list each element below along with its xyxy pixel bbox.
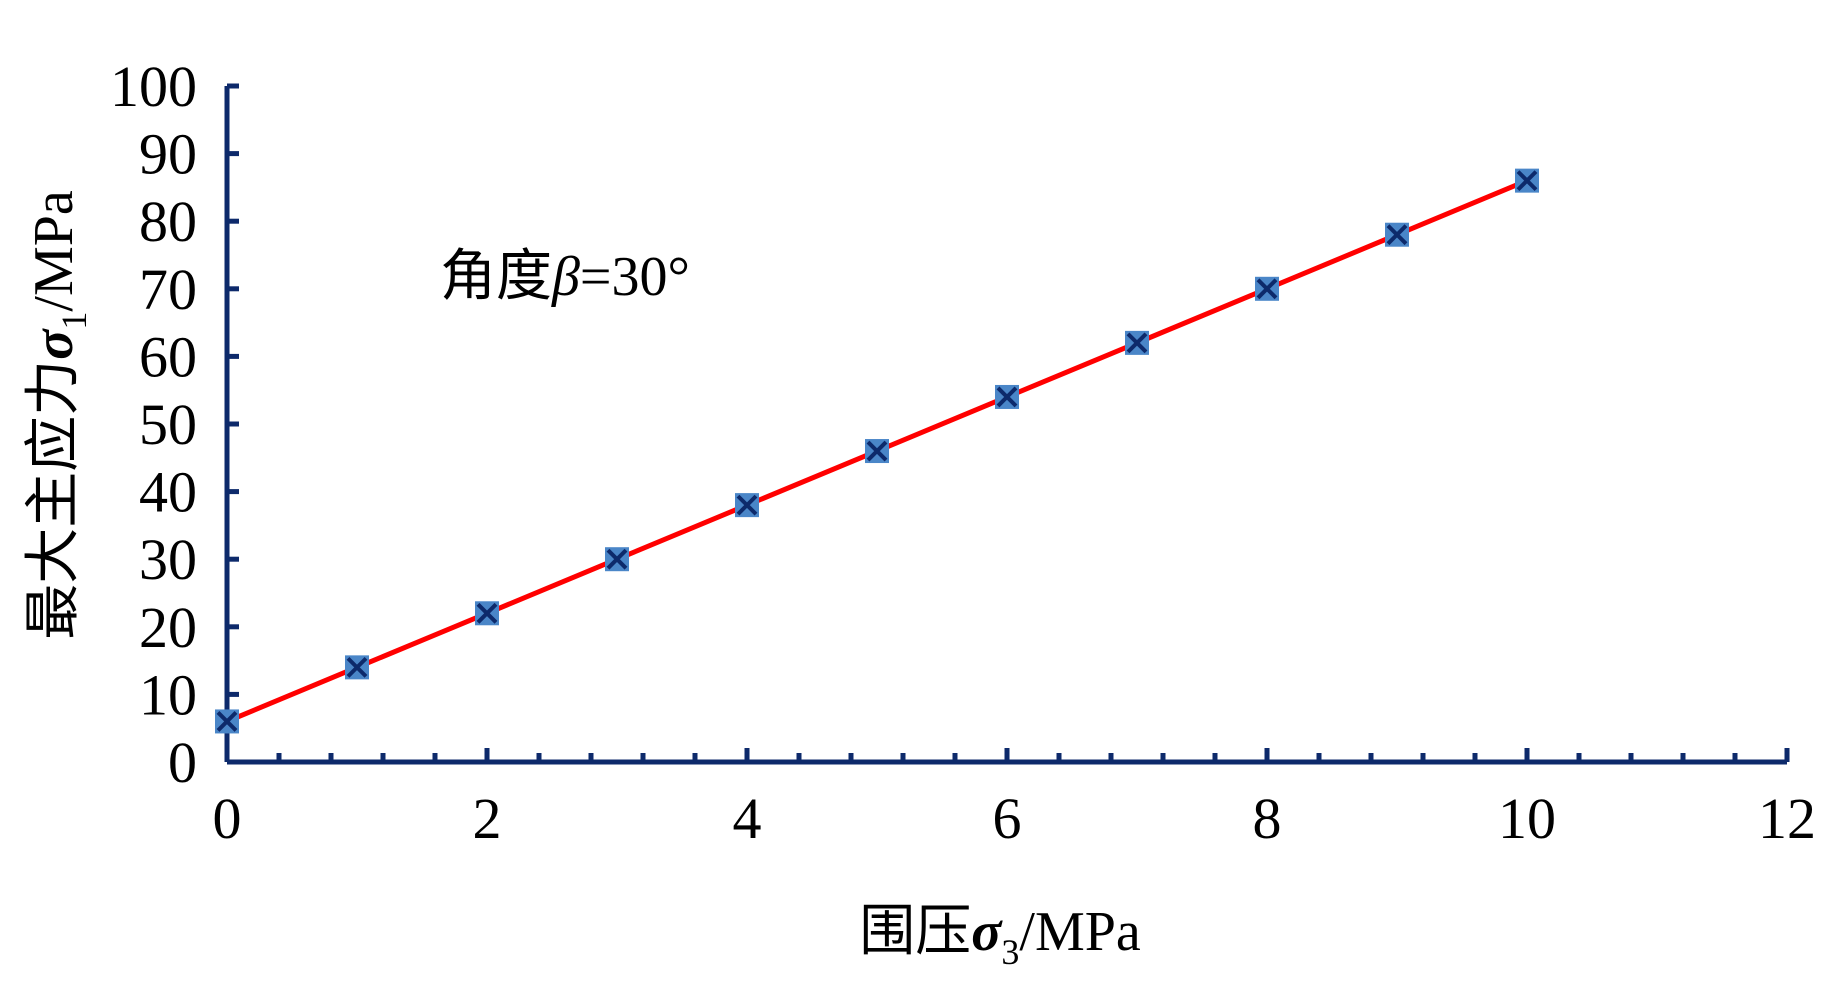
plot-area: [215, 168, 1539, 734]
marker-x: [736, 494, 758, 516]
y-axis-label: 最大主应力σ1/MPa: [23, 190, 94, 640]
marker-x: [866, 440, 888, 462]
y-tick-label: 80: [139, 189, 197, 254]
marker-x: [1516, 170, 1538, 192]
marker-x: [1126, 332, 1148, 354]
y-tick-label: 0: [168, 730, 197, 795]
x-tick-label: 0: [213, 786, 242, 851]
data-point: [345, 655, 369, 680]
y-tick-label: 60: [139, 324, 197, 389]
x-tick-label: 12: [1758, 786, 1816, 851]
x-tick-label: 4: [733, 786, 762, 851]
data-point: [215, 709, 239, 734]
data-point: [605, 547, 629, 572]
data-point: [475, 601, 499, 626]
x-tick-label: 8: [1253, 786, 1282, 851]
y-tick-label: 10: [139, 662, 197, 727]
marker-x: [1386, 224, 1408, 246]
y-tick-label: 40: [139, 460, 197, 525]
marker-x: [606, 548, 628, 570]
marker-x: [996, 386, 1018, 408]
marker-x: [1256, 278, 1278, 300]
y-tick-label: 30: [139, 527, 197, 592]
data-point: [1515, 168, 1539, 193]
y-tick-label: 100: [110, 54, 197, 119]
x-tick-label: 2: [473, 786, 502, 851]
x-axis-label: 围压σ3/MPa: [859, 901, 1141, 972]
x-tick-label: 10: [1498, 786, 1556, 851]
data-point: [1125, 330, 1149, 355]
data-point: [1255, 276, 1279, 301]
y-tick-label: 20: [139, 595, 197, 660]
marker-x: [346, 656, 368, 678]
data-point: [1385, 222, 1409, 247]
y-tick-label: 70: [139, 257, 197, 322]
y-tick-label: 50: [139, 392, 197, 457]
annotation: 角度β=30°: [440, 246, 690, 308]
x-tick-label: 6: [993, 786, 1022, 851]
data-point: [995, 384, 1019, 409]
data-point: [865, 439, 889, 464]
marker-x: [216, 711, 238, 732]
y-tick-label: 90: [139, 122, 197, 187]
marker-x: [476, 602, 498, 624]
data-point: [735, 493, 759, 518]
